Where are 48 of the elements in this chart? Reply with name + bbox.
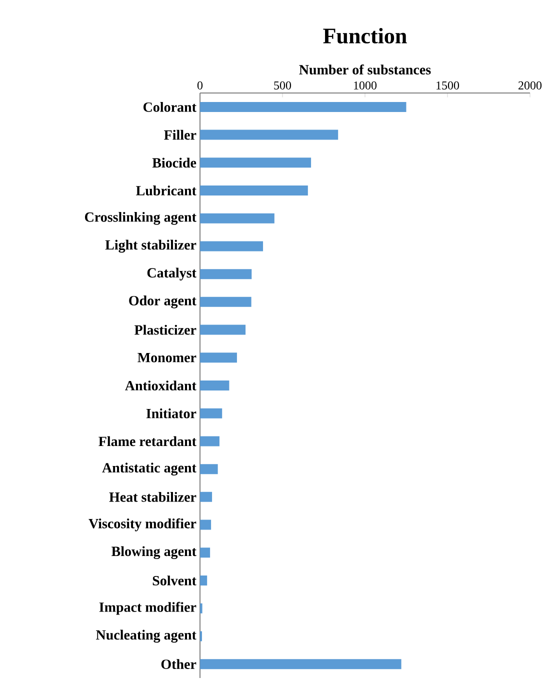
y-tick-label: Colorant bbox=[143, 102, 196, 112]
y-tick-label: Flame retardant bbox=[98, 436, 196, 446]
bar bbox=[200, 186, 308, 196]
bar bbox=[200, 492, 212, 502]
y-tick-label: Plasticizer bbox=[134, 324, 196, 335]
x-tick-label: 0 bbox=[197, 81, 202, 90]
y-tick-label: Nucleating agent bbox=[96, 630, 196, 643]
bar bbox=[200, 324, 246, 335]
y-tick-label: Initiator bbox=[146, 408, 196, 418]
bar bbox=[200, 380, 230, 391]
bar bbox=[200, 296, 252, 307]
y-tick-label: Monomer bbox=[137, 352, 196, 362]
y-tick-label: Catalyst bbox=[147, 268, 196, 280]
y-tick-label: Odor agent bbox=[128, 296, 196, 308]
bar bbox=[200, 520, 211, 530]
y-tick-label: Impact modifier bbox=[99, 602, 196, 615]
y-tick-label: Blowing agent bbox=[111, 546, 196, 560]
y-tick-label: Antistatic agent bbox=[102, 462, 196, 476]
bar bbox=[200, 603, 202, 614]
bar bbox=[200, 464, 218, 474]
y-tick-label: Filler bbox=[164, 130, 196, 140]
bar bbox=[200, 548, 210, 558]
x-tick-label: 1000 bbox=[354, 81, 376, 90]
chart-title: Function bbox=[323, 28, 407, 44]
bar bbox=[200, 213, 274, 224]
x-tick-label: 500 bbox=[274, 81, 291, 90]
bar bbox=[200, 102, 406, 112]
bar bbox=[200, 130, 338, 140]
y-tick-label: Other bbox=[161, 659, 196, 669]
x-tick-label: 2000 bbox=[518, 81, 542, 90]
x-tick-label: 1500 bbox=[436, 81, 459, 90]
bar bbox=[200, 352, 237, 363]
bar bbox=[200, 659, 402, 670]
y-tick-label: Light stabilizer bbox=[105, 240, 196, 253]
bar bbox=[200, 269, 252, 280]
y-tick-label: Viscosity modifier bbox=[88, 518, 196, 532]
y-tick-label: Solvent bbox=[152, 576, 196, 586]
bar bbox=[200, 241, 263, 252]
bar bbox=[200, 436, 220, 446]
y-tick-label: Crosslinking agent bbox=[84, 212, 196, 225]
bar bbox=[200, 158, 311, 168]
y-tick-label: Lubricant bbox=[136, 186, 196, 196]
y-tick-label: Biocide bbox=[152, 158, 196, 168]
bar bbox=[200, 576, 207, 586]
y-tick-label: Antioxidant bbox=[124, 380, 196, 390]
y-tick-label: Heat stabilizer bbox=[109, 492, 196, 502]
x-axis-title: Number of substances bbox=[298, 64, 431, 75]
bar bbox=[200, 408, 222, 418]
